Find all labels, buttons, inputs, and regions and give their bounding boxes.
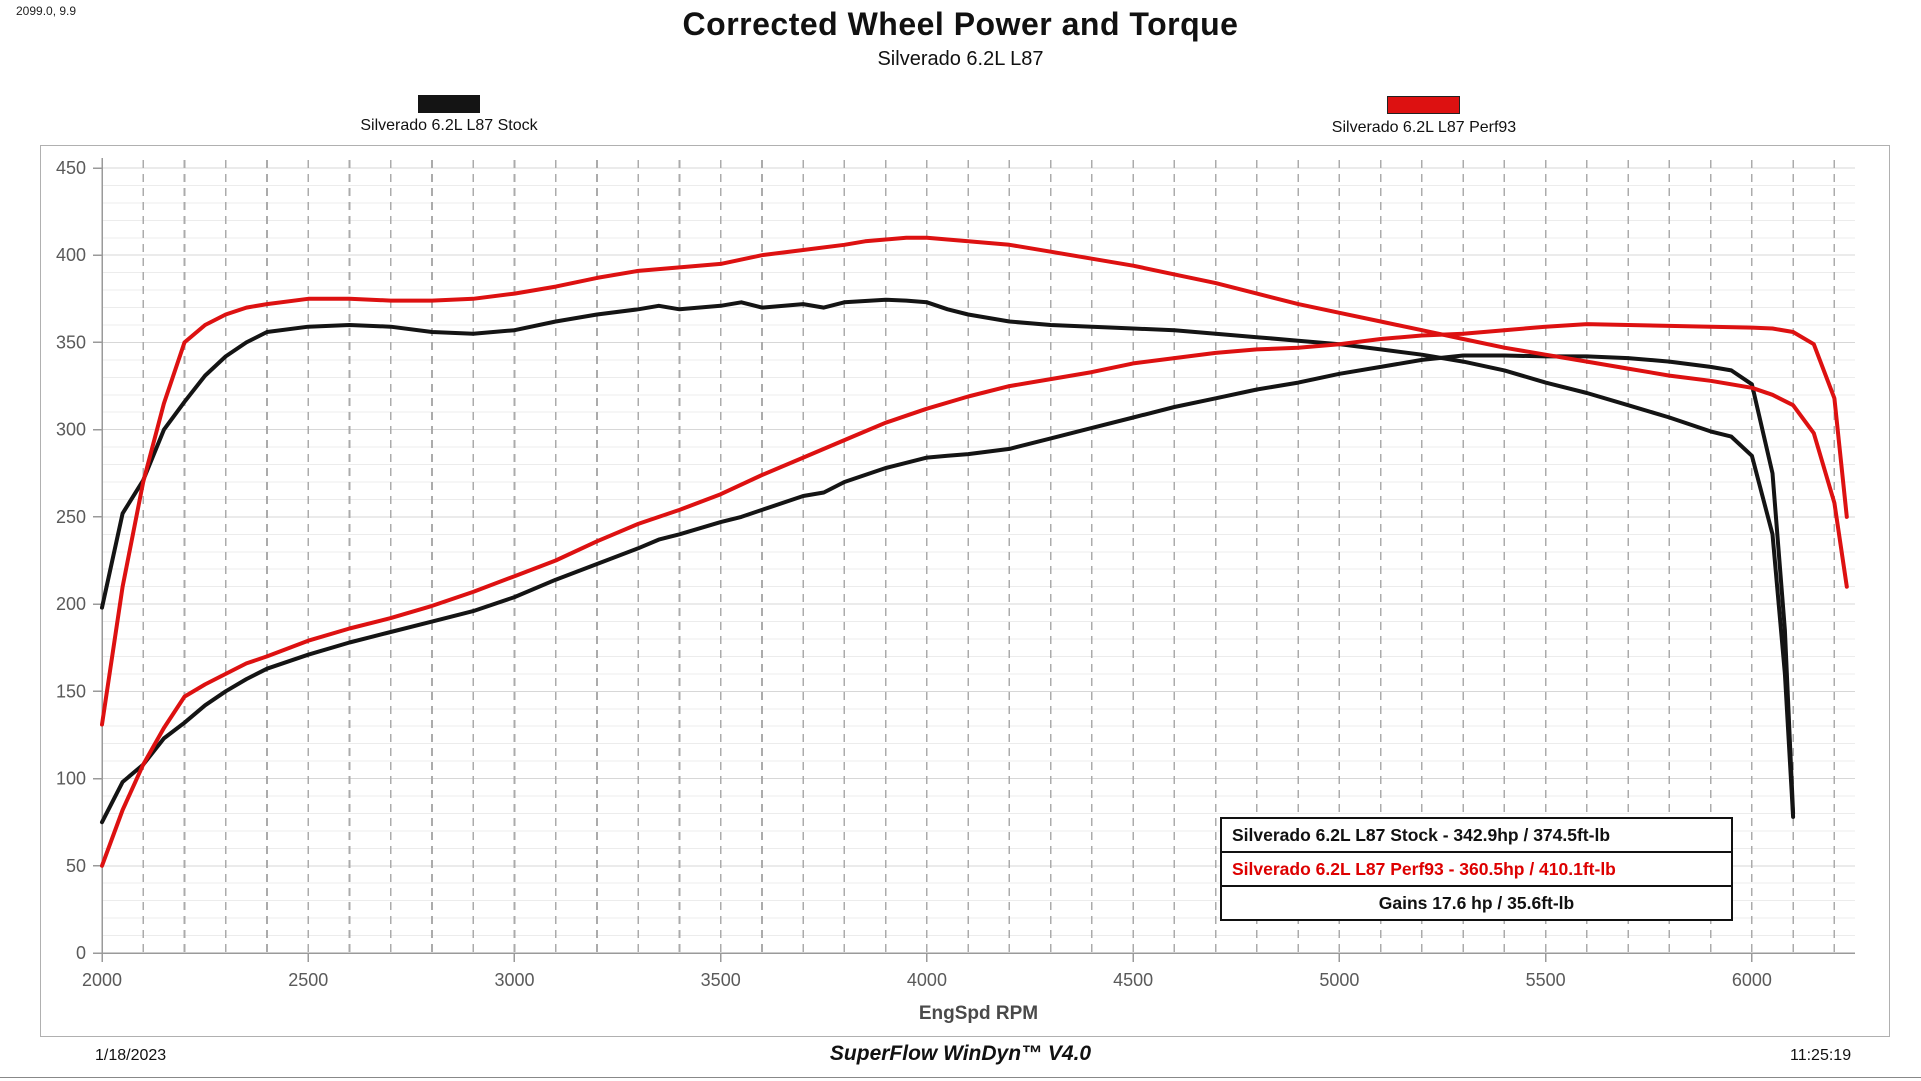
result-row-gains: Gains 17.6 hp / 35.6ft-lb: [1220, 885, 1733, 921]
legend-stock-label: Silverado 6.2L L87 Stock: [360, 117, 538, 134]
report-date: 1/18/2023: [95, 1047, 167, 1064]
svg-text:50: 50: [66, 856, 86, 876]
svg-text:200: 200: [56, 594, 86, 614]
software-name: SuperFlow WinDyn™ V4.0: [829, 1042, 1092, 1065]
svg-text:150: 150: [56, 681, 86, 701]
svg-text:EngSpd RPM: EngSpd RPM: [919, 1003, 1038, 1024]
svg-text:250: 250: [56, 507, 86, 527]
svg-text:4500: 4500: [1113, 970, 1153, 990]
svg-text:3000: 3000: [494, 970, 534, 990]
svg-text:2000: 2000: [82, 970, 122, 990]
svg-text:4000: 4000: [907, 970, 947, 990]
bottom-divider: [0, 1077, 1921, 1078]
legend-stock-swatch: [418, 95, 480, 113]
svg-text:100: 100: [56, 769, 86, 789]
chart-subtitle: Silverado 6.2L L87: [877, 48, 1044, 70]
svg-text:5500: 5500: [1526, 970, 1566, 990]
result-row-perf93: Silverado 6.2L L87 Perf93 - 360.5hp / 41…: [1220, 851, 1733, 887]
results-box: Silverado 6.2L L87 Stock - 342.9hp / 374…: [1220, 817, 1733, 921]
legend-perf93-swatch: [1387, 96, 1460, 114]
svg-text:2500: 2500: [288, 970, 328, 990]
chart-title: Corrected Wheel Power and Torque: [682, 6, 1239, 42]
svg-text:400: 400: [56, 245, 86, 265]
svg-text:0: 0: [76, 943, 86, 963]
report-time: 11:25:19: [1790, 1047, 1852, 1064]
svg-text:3500: 3500: [701, 970, 741, 990]
svg-text:5000: 5000: [1319, 970, 1359, 990]
svg-text:350: 350: [56, 332, 86, 352]
legend-perf93-label: Silverado 6.2L L87 Perf93: [1331, 119, 1517, 136]
svg-text:450: 450: [56, 158, 86, 178]
svg-text:300: 300: [56, 420, 86, 440]
svg-text:6000: 6000: [1732, 970, 1772, 990]
cursor-position-readout: 2099.0, 9.9: [16, 4, 77, 18]
result-row-stock: Silverado 6.2L L87 Stock - 342.9hp / 374…: [1220, 817, 1733, 853]
